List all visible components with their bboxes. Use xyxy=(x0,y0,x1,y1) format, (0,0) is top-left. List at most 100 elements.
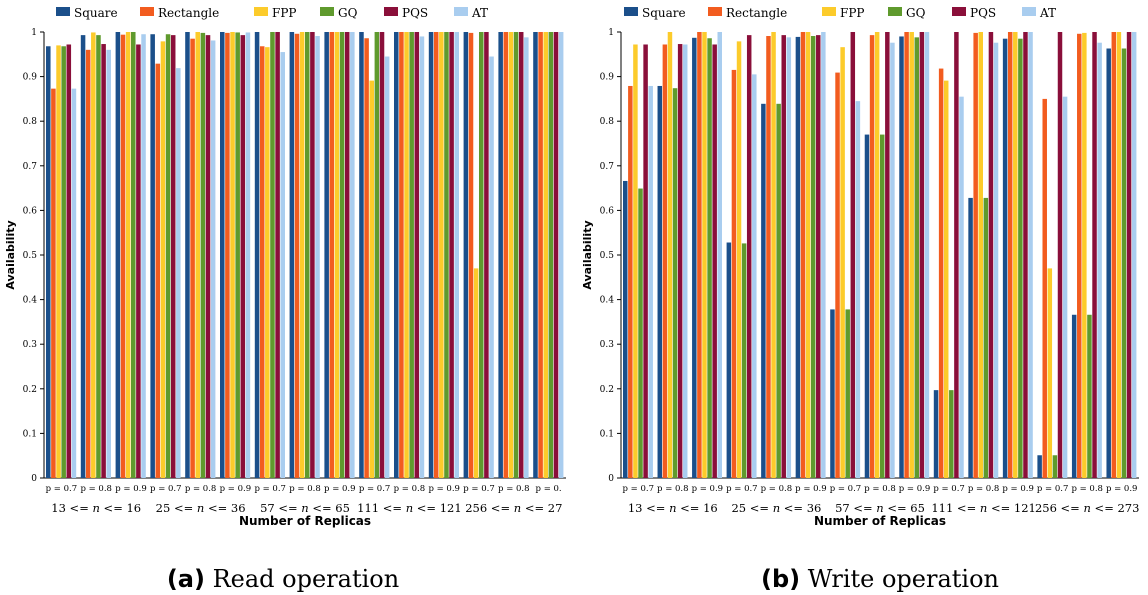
legend-swatch xyxy=(384,7,398,16)
bar-rectangle xyxy=(433,32,439,478)
bar-square xyxy=(761,103,766,478)
bar-fpp xyxy=(473,268,479,478)
y-tick-label: 0.2 xyxy=(23,385,37,395)
bar-gq xyxy=(914,37,920,479)
subfigure-caption: (a) Read operation xyxy=(167,565,399,593)
bar-pqs xyxy=(275,32,280,478)
legend-label: AT xyxy=(471,6,488,20)
y-tick-label: 0.3 xyxy=(600,340,615,350)
bar-fpp xyxy=(771,32,776,478)
y-tick-label: 1 xyxy=(608,28,614,38)
bar-rectangle xyxy=(1007,32,1013,478)
bar-fpp xyxy=(439,32,444,478)
bar-at xyxy=(1062,96,1068,479)
bar-rectangle xyxy=(1042,98,1047,479)
bar-rectangle xyxy=(399,32,404,478)
legend-label: GQ xyxy=(338,6,358,20)
bar-gq xyxy=(165,34,171,478)
legend-swatch xyxy=(320,7,334,16)
bar-rectangle xyxy=(1077,33,1082,479)
bar-square xyxy=(115,32,121,478)
x-tick-label: p = 0.8 xyxy=(1071,484,1103,494)
bar-fpp xyxy=(230,32,235,478)
bar-pqs xyxy=(101,44,106,479)
bar-rectangle xyxy=(766,36,771,478)
bar-pqs xyxy=(677,44,683,479)
bar-square xyxy=(46,46,51,478)
bar-rectangle xyxy=(503,32,509,478)
legend-swatch xyxy=(822,7,836,16)
bar-fpp xyxy=(1047,268,1053,478)
y-tick-label: 1 xyxy=(31,28,37,38)
bar-at xyxy=(993,42,999,478)
x-tick-label: p = 0.9 xyxy=(1002,484,1034,494)
bar-gq xyxy=(131,32,136,478)
legend-swatch xyxy=(888,7,902,16)
bar-pqs xyxy=(885,32,890,478)
bar-at xyxy=(454,32,459,478)
bar-gq xyxy=(61,46,66,478)
legend-label: FPP xyxy=(840,6,864,20)
bar-fpp xyxy=(1013,32,1018,478)
bar-gq xyxy=(776,103,781,478)
legend-label: Square xyxy=(74,6,118,20)
x-tick-label: p = 0.7 xyxy=(463,484,495,494)
group-label: 25 <= n <= 36 xyxy=(731,501,821,515)
bar-at xyxy=(1028,32,1033,478)
bar-gq xyxy=(444,32,449,478)
bar-pqs xyxy=(988,32,994,478)
bar-pqs xyxy=(344,32,350,478)
bar-square xyxy=(150,34,155,478)
x-tick-label: p = 0.8 xyxy=(80,484,112,494)
bar-square xyxy=(428,32,434,478)
bar-at xyxy=(752,74,757,479)
bar-square xyxy=(692,37,697,478)
bar-rectangle xyxy=(835,72,840,478)
bar-square xyxy=(1037,455,1042,478)
bar-square xyxy=(968,197,973,479)
y-tick-label: 0.8 xyxy=(23,117,38,127)
bar-pqs xyxy=(310,32,315,478)
legend-label: Rectangle xyxy=(158,6,219,20)
bar-at xyxy=(786,37,792,479)
bar-gq xyxy=(513,32,519,478)
y-axis-title: Availability xyxy=(4,220,17,289)
x-tick-label: p = 0.9 xyxy=(220,484,252,494)
y-tick-label: 0.6 xyxy=(600,206,615,216)
y-tick-label: 0.6 xyxy=(23,206,38,216)
bar-gq xyxy=(305,32,310,478)
bar-fpp xyxy=(978,32,983,478)
bar-fpp xyxy=(195,32,200,478)
bar-pqs xyxy=(205,35,211,478)
bar-pqs xyxy=(414,32,420,478)
bar-rectangle xyxy=(468,32,474,478)
x-tick-label: p = 0.7 xyxy=(46,484,78,494)
legend-label: PQS xyxy=(970,6,996,20)
bar-fpp xyxy=(1116,32,1122,478)
chart-read: Square Rectangle FPP GQ PQS AT 0 0.1 0.2 0.3 0.4 0.… xyxy=(4,6,566,593)
bar-rectangle xyxy=(259,46,265,478)
bar-at xyxy=(141,34,146,478)
bar-gq xyxy=(810,36,816,478)
bar-gq xyxy=(1087,314,1092,478)
bar-square xyxy=(359,32,364,478)
bar-rectangle xyxy=(190,38,195,478)
bar-square xyxy=(1071,314,1077,478)
bar-gq xyxy=(1052,455,1058,478)
bar-rectangle xyxy=(697,32,702,478)
bar-gq xyxy=(339,32,345,478)
legend-swatch xyxy=(952,7,966,16)
bar-gq xyxy=(845,309,850,478)
group-label: 256 <= n <= 27 xyxy=(465,501,562,515)
y-tick-label: 0.5 xyxy=(600,251,615,261)
bar-rectangle xyxy=(800,32,806,478)
bar-rectangle xyxy=(364,38,369,479)
bar-rectangle xyxy=(938,68,944,479)
bar-rectangle xyxy=(538,32,543,478)
bar-fpp xyxy=(667,32,673,478)
bar-rectangle xyxy=(628,85,633,478)
bar-fpp xyxy=(125,32,131,478)
bar-rectangle xyxy=(155,63,161,478)
bar-rectangle xyxy=(225,32,230,478)
